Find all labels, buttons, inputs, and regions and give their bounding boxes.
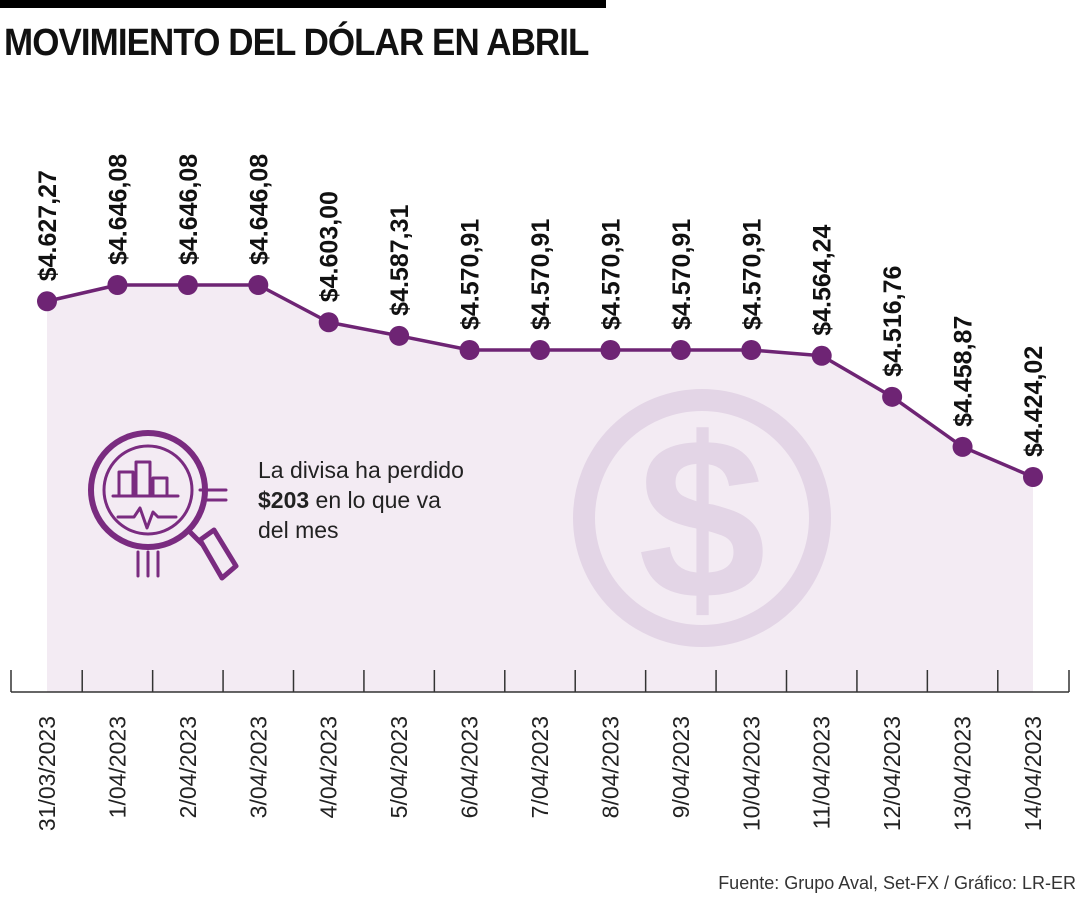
x-tick-label: 13/04/2023 [950,716,976,831]
x-tick-label: 9/04/2023 [668,716,694,818]
value-label: $4.570,91 [668,219,696,330]
annotation-text: La divisa ha perdido $203 en lo que va d… [258,455,488,545]
data-point [459,339,480,360]
data-point [670,339,691,360]
value-label: $4.458,87 [950,316,978,427]
x-tick-label: 1/04/2023 [104,716,130,818]
value-label: $4.646,08 [175,154,203,265]
value-label: $4.587,31 [386,204,414,315]
data-point [389,325,410,346]
data-point [530,339,550,360]
data-point [37,291,57,312]
x-tick-label: 14/04/2023 [1020,716,1046,831]
value-label: $4.570,91 [457,219,485,330]
annotation-line3: del mes [258,517,339,543]
dollar-sign-icon: $ [573,389,831,647]
x-tick-label: 5/04/2023 [386,716,412,818]
x-tick-label: 10/04/2023 [738,716,764,831]
annotation-line1: La divisa ha perdido [258,457,464,483]
data-point [1023,467,1043,487]
value-label: $4.564,24 [809,224,837,335]
value-label: $4.646,08 [245,154,273,265]
data-point [177,275,198,295]
data-point [811,345,832,366]
value-label: $4.627,27 [34,170,62,281]
top-rule [0,0,606,8]
svg-text:$: $ [638,390,766,647]
data-point [318,312,339,333]
data-point [600,339,621,360]
x-tick-label: 11/04/2023 [809,716,835,829]
value-label: $4.570,91 [738,219,766,330]
magnifier-chart-icon [88,430,239,581]
x-tick-label: 6/04/2023 [457,716,483,818]
data-point [882,386,903,407]
value-label: $4.570,91 [527,219,555,330]
page-title: MOVIMIENTO DEL DÓLAR EN ABRIL [4,22,589,64]
x-tick-label: 4/04/2023 [316,716,342,818]
annotation-rest: en lo que va [309,487,441,513]
data-point [952,436,973,457]
x-tick-label: 12/04/2023 [879,716,905,831]
value-label: $4.424,02 [1020,346,1048,457]
source-note: Fuente: Grupo Aval, Set-FX / Gráfico: LR… [718,873,1076,893]
value-label: $4.570,91 [597,219,625,330]
x-tick-label: 2/04/2023 [175,716,201,818]
x-tick-label: 3/04/2023 [245,716,271,818]
data-point [248,275,269,295]
x-tick-label: 31/03/2023 [34,716,60,831]
data-point [741,339,762,360]
x-tick-label: 7/04/2023 [527,716,553,818]
value-label: $4.516,76 [879,266,907,377]
value-label: $4.603,00 [316,191,344,302]
x-tick-label: 8/04/2023 [597,716,623,818]
data-point [107,275,128,295]
annotation-amount: $203 [258,487,310,513]
value-label: $4.646,08 [104,154,132,265]
